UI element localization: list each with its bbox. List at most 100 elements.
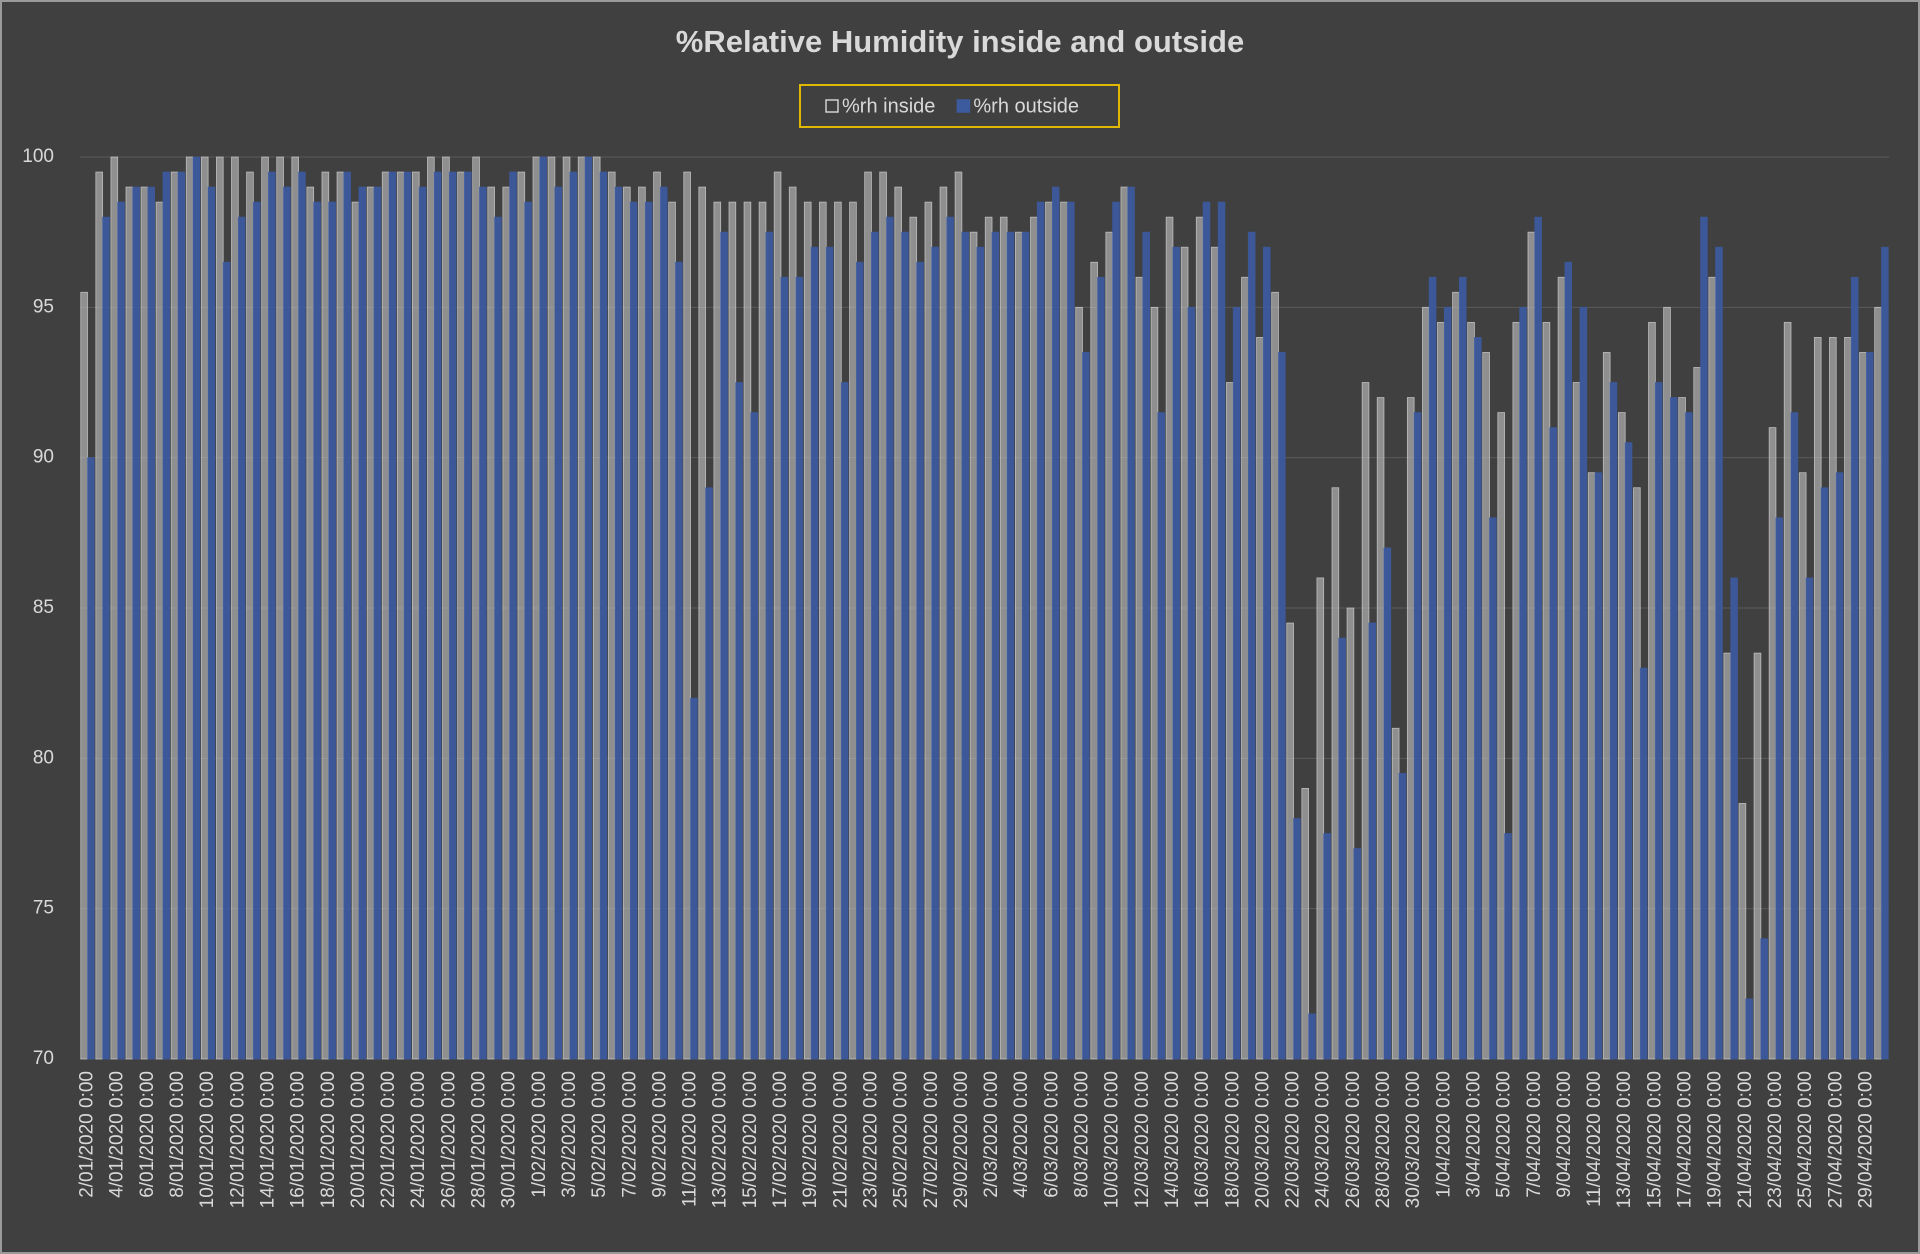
x-tick-label: 7/02/2020 0:00 (619, 1071, 640, 1198)
bar (1301, 788, 1310, 1060)
bar (1406, 397, 1415, 1060)
bar (1587, 472, 1596, 1060)
bar (1157, 412, 1166, 1060)
bar (517, 171, 526, 1060)
bar (1165, 216, 1174, 1060)
x-tick-label: 20/01/2020 0:00 (348, 1071, 369, 1208)
bar (599, 171, 608, 1060)
bar (494, 216, 502, 1060)
bar (659, 186, 668, 1060)
x-tick-label: 8/01/2020 0:00 (167, 1071, 188, 1198)
bar (1398, 772, 1407, 1060)
bar (1881, 246, 1889, 1060)
bar (1549, 427, 1557, 1060)
bar (433, 171, 442, 1060)
bar (1271, 291, 1279, 1060)
bar (1172, 246, 1181, 1060)
bar (713, 201, 722, 1060)
bar (442, 156, 450, 1060)
bar (743, 201, 752, 1060)
bar (1368, 622, 1377, 1060)
bar (155, 201, 164, 1060)
x-tick-label: 6/01/2020 0:00 (137, 1071, 158, 1198)
bar (1768, 427, 1777, 1060)
bar (607, 171, 616, 1060)
bar (840, 382, 849, 1060)
bar (644, 201, 653, 1060)
x-tick-label: 4/03/2020 0:00 (1011, 1071, 1032, 1198)
bar (1105, 231, 1114, 1060)
x-tick-label: 5/04/2020 0:00 (1494, 1071, 1515, 1198)
bar (1723, 652, 1732, 1060)
x-tick-label: 11/02/2020 0:00 (680, 1071, 701, 1207)
bar (1715, 246, 1723, 1060)
bar (351, 201, 360, 1060)
bar (1534, 216, 1542, 1060)
bar (1316, 577, 1325, 1060)
bar (110, 156, 119, 1060)
bar (373, 186, 382, 1060)
bar (283, 186, 291, 1060)
bar (427, 156, 435, 1060)
x-tick-label: 23/04/2020 0:00 (1765, 1071, 1786, 1208)
bar (1256, 336, 1264, 1060)
bar (1127, 186, 1135, 1060)
bar (623, 186, 631, 1060)
bar (562, 156, 571, 1060)
x-tick-label: 11/04/2020 0:00 (1584, 1071, 1605, 1207)
x-tick-label: 21/04/2020 0:00 (1735, 1071, 1756, 1208)
bar (177, 171, 186, 1060)
bar (916, 261, 924, 1060)
x-tick-label: 19/02/2020 0:00 (800, 1071, 821, 1208)
bar (1775, 517, 1784, 1060)
bar (1504, 833, 1512, 1060)
bar (381, 171, 390, 1060)
bar (1391, 727, 1400, 1060)
bar (237, 216, 246, 1060)
bar (117, 201, 125, 1060)
y-tick-label: 85 (33, 597, 54, 618)
bar (1097, 276, 1105, 1060)
bar (1835, 472, 1844, 1060)
bar (1437, 321, 1445, 1060)
bar (1820, 487, 1829, 1060)
bar (1700, 216, 1708, 1060)
bar (192, 156, 201, 1060)
bar (298, 171, 306, 1060)
bar (1150, 306, 1159, 1060)
bar (1045, 201, 1053, 1060)
x-tick-label: 30/01/2020 0:00 (499, 1071, 520, 1208)
bar (313, 201, 321, 1060)
bar (1082, 352, 1090, 1060)
bar (879, 171, 887, 1060)
bar (1226, 382, 1234, 1060)
bar (464, 171, 472, 1060)
bar (1527, 231, 1536, 1060)
bar (819, 201, 827, 1060)
x-tick-label: 17/02/2020 0:00 (770, 1071, 791, 1208)
bar (509, 171, 517, 1060)
bar (418, 186, 427, 1060)
bar (1210, 246, 1219, 1060)
bar (758, 201, 767, 1060)
bar (207, 186, 216, 1060)
bar (1030, 216, 1038, 1060)
x-tick-label: 9/04/2020 0:00 (1554, 1071, 1575, 1198)
bar (1760, 938, 1769, 1060)
bar (343, 171, 351, 1060)
bar (668, 201, 676, 1060)
x-tick-label: 16/03/2020 0:00 (1192, 1071, 1213, 1208)
bar (1383, 547, 1392, 1060)
bar (1422, 306, 1430, 1060)
bar (162, 171, 171, 1060)
bar (1346, 607, 1355, 1060)
bar (1542, 321, 1551, 1060)
bar (705, 487, 713, 1060)
bar (1564, 261, 1573, 1060)
bar (569, 171, 578, 1060)
x-tick-label: 27/04/2020 0:00 (1825, 1071, 1846, 1208)
bar (321, 171, 330, 1060)
bar (1730, 577, 1738, 1060)
x-tick-label: 6/03/2020 0:00 (1041, 1071, 1062, 1198)
